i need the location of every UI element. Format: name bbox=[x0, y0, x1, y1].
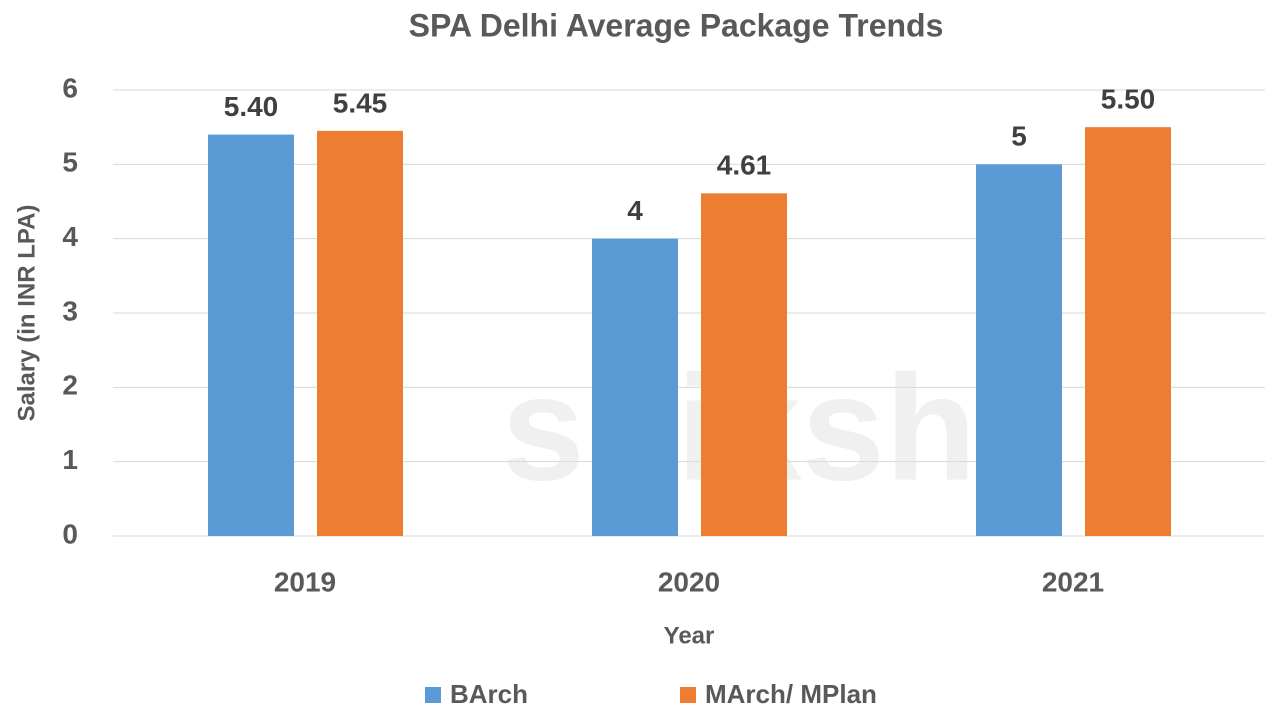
legend-label: MArch/ MPlan bbox=[705, 679, 877, 709]
x-tick-label: 2021 bbox=[1042, 566, 1104, 597]
data-label: 4 bbox=[627, 195, 643, 226]
data-label: 5 bbox=[1011, 121, 1027, 152]
legend-label: BArch bbox=[450, 679, 528, 709]
data-label: 5.50 bbox=[1101, 84, 1156, 115]
y-tick-label: 4 bbox=[62, 221, 78, 252]
bar bbox=[976, 164, 1062, 537]
chart-title: SPA Delhi Average Package Trends bbox=[409, 7, 944, 43]
y-tick-label: 3 bbox=[62, 295, 78, 326]
y-tick-label: 5 bbox=[62, 147, 78, 178]
x-axis-label: Year bbox=[664, 622, 715, 649]
data-label: 4.61 bbox=[717, 150, 772, 181]
bar bbox=[1085, 127, 1171, 537]
bar bbox=[701, 193, 787, 536]
y-axis-label: Salary (in INR LPA) bbox=[13, 205, 40, 422]
x-tick-label: 2020 bbox=[658, 566, 720, 597]
y-tick-label: 6 bbox=[62, 72, 78, 103]
bar bbox=[592, 238, 678, 536]
y-tick-label: 1 bbox=[62, 444, 78, 475]
data-label: 5.40 bbox=[224, 91, 279, 122]
bar bbox=[317, 130, 403, 536]
legend-swatch bbox=[425, 687, 441, 703]
data-label: 5.45 bbox=[333, 87, 388, 118]
y-tick-label: 0 bbox=[62, 518, 78, 549]
y-tick-label: 2 bbox=[62, 370, 78, 401]
bar bbox=[208, 134, 294, 536]
legend-swatch bbox=[680, 687, 696, 703]
x-tick-label: 2019 bbox=[274, 566, 336, 597]
